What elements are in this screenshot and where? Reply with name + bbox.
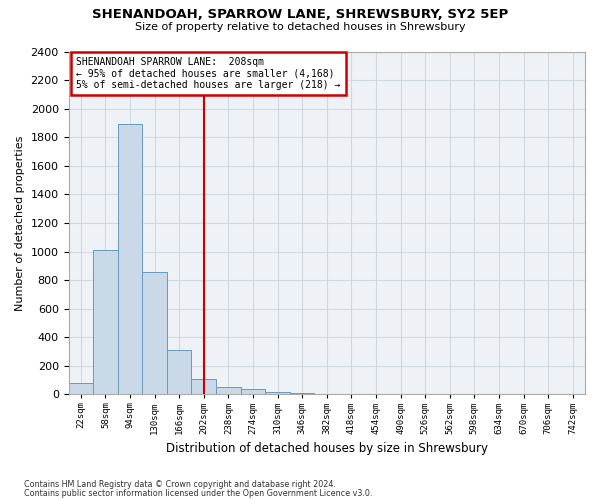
Bar (265, 392, 290, 394)
Bar (191, 379, 216, 394)
Bar (241, 390, 265, 394)
Text: Contains public sector information licensed under the Open Government Licence v3: Contains public sector information licen… (24, 489, 373, 498)
Text: SHENANDOAH, SPARROW LANE, SHREWSBURY, SY2 5EP: SHENANDOAH, SPARROW LANE, SHREWSBURY, SY… (92, 8, 508, 20)
Bar (167, 350, 191, 395)
Bar (216, 388, 241, 394)
Bar (93, 250, 118, 394)
X-axis label: Distribution of detached houses by size in Shrewsbury: Distribution of detached houses by size … (166, 442, 488, 455)
Text: SHENANDOAH SPARROW LANE:  208sqm
← 95% of detached houses are smaller (4,168)
5%: SHENANDOAH SPARROW LANE: 208sqm ← 95% of… (76, 56, 341, 90)
Bar (290, 393, 314, 394)
Bar (118, 124, 142, 394)
Text: Size of property relative to detached houses in Shrewsbury: Size of property relative to detached ho… (134, 22, 466, 32)
Bar (68, 383, 93, 394)
Bar (142, 272, 167, 394)
Text: Contains HM Land Registry data © Crown copyright and database right 2024.: Contains HM Land Registry data © Crown c… (24, 480, 336, 489)
Y-axis label: Number of detached properties: Number of detached properties (15, 136, 25, 310)
